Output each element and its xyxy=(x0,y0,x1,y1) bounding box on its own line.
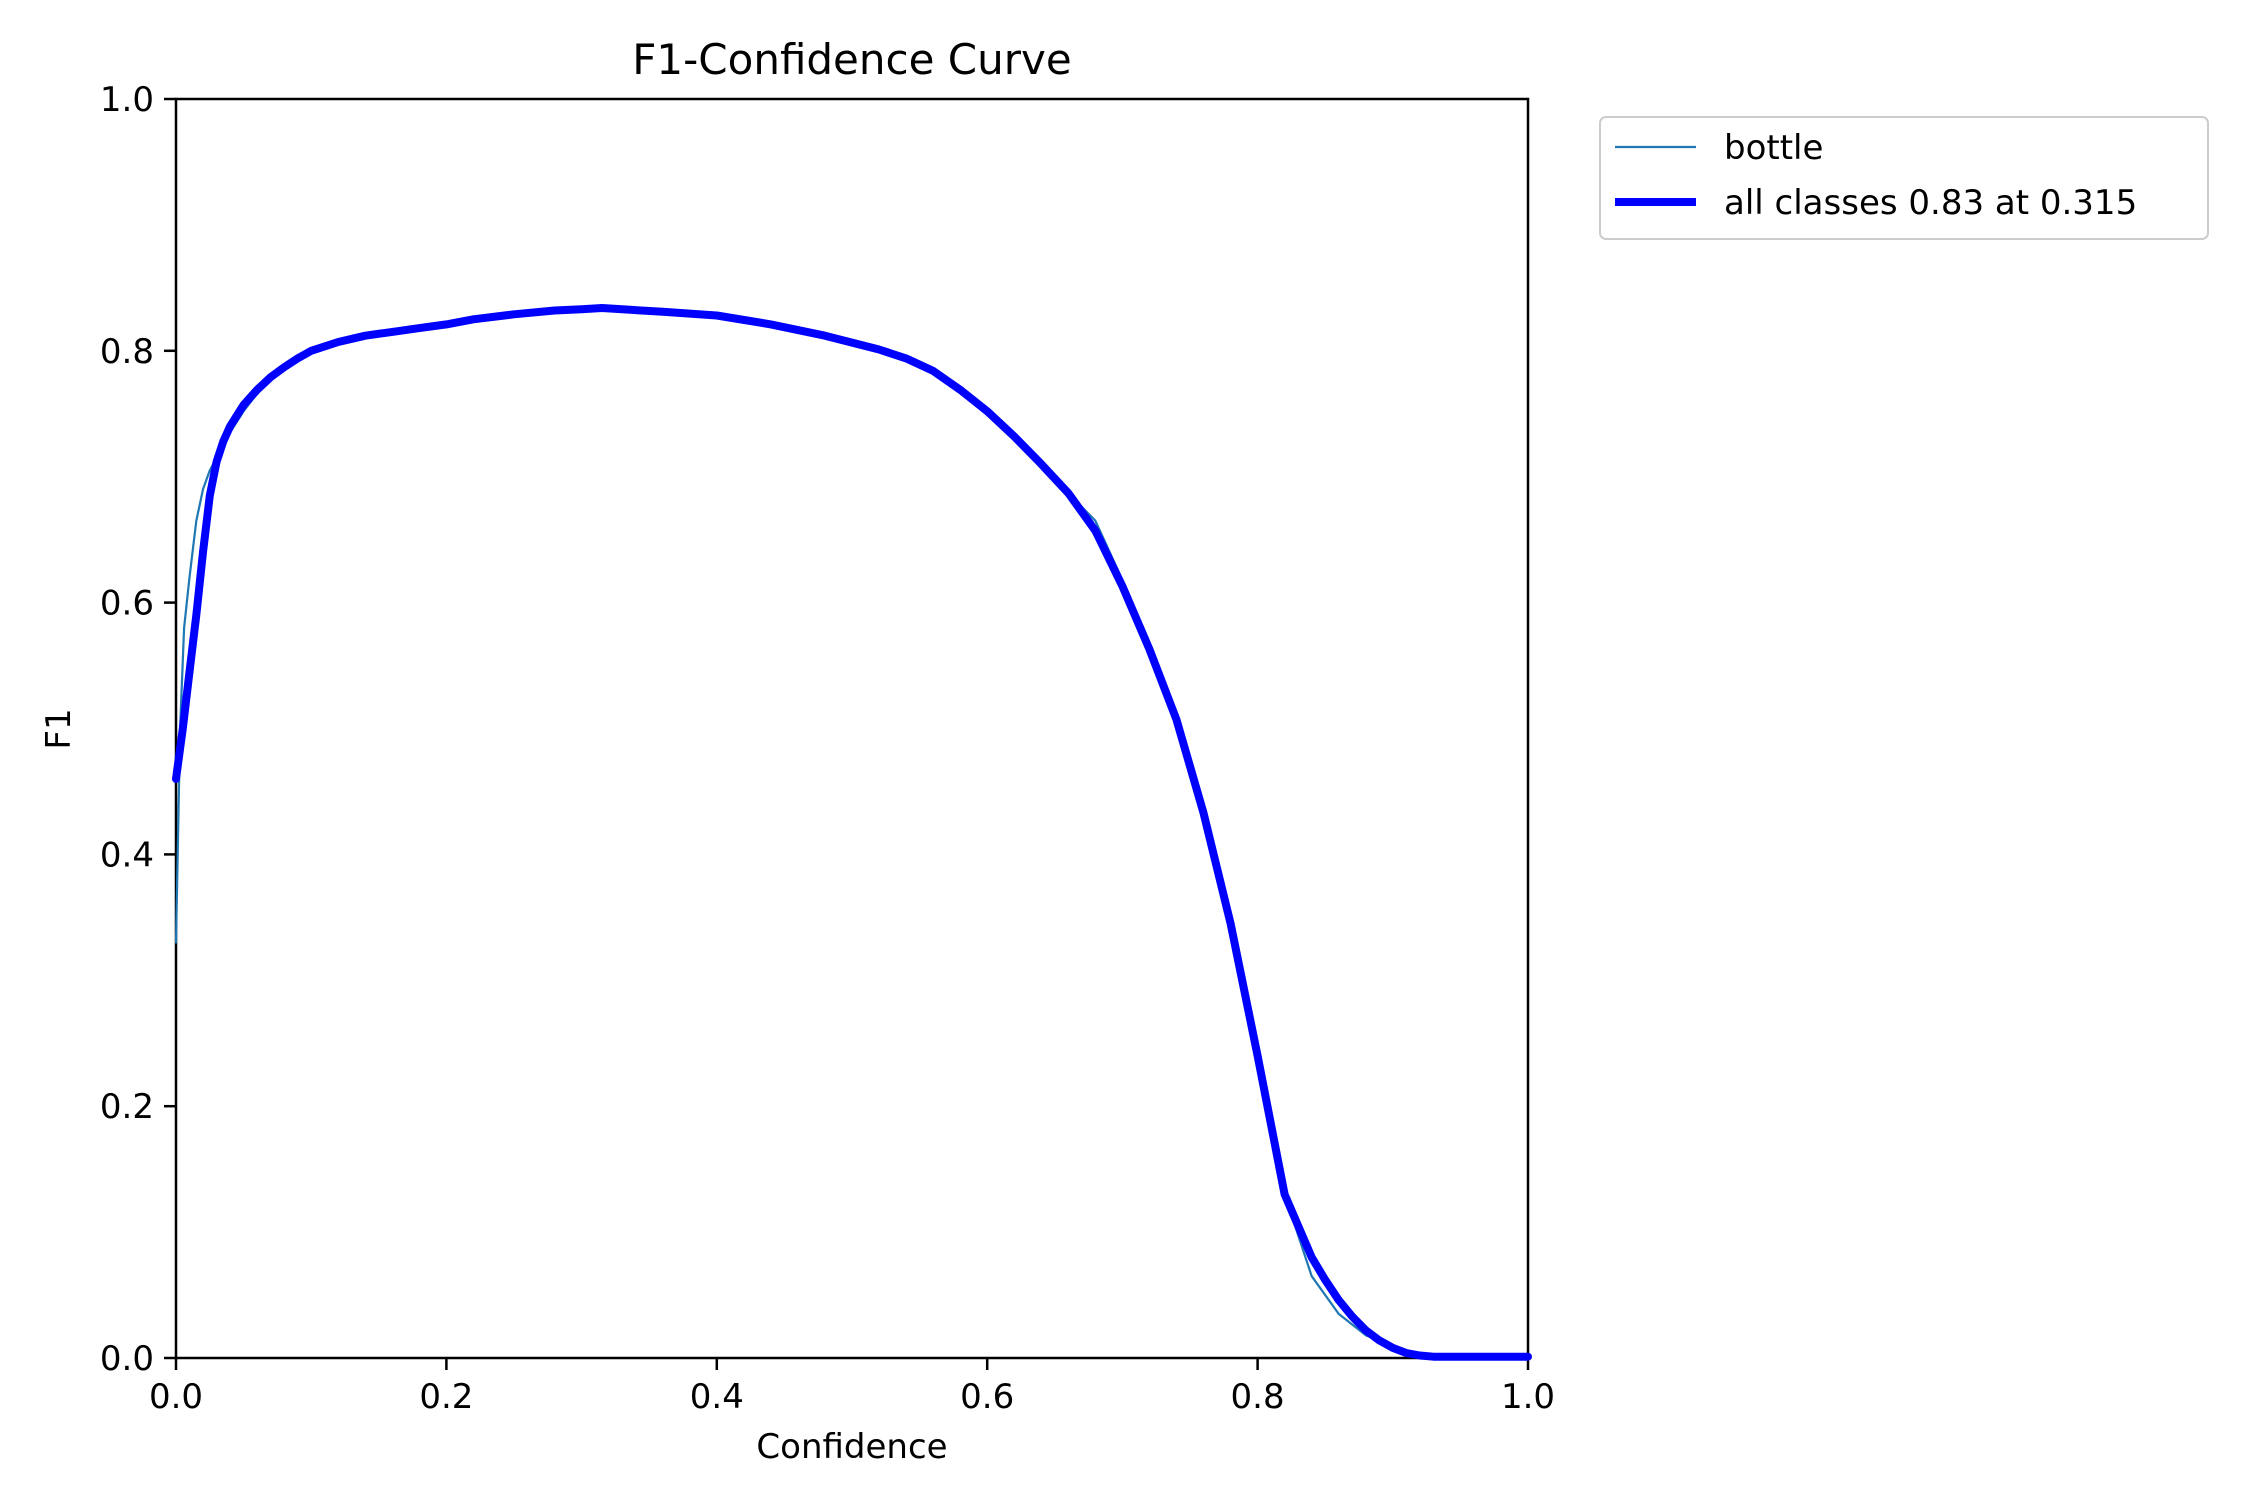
y-tick-label: 0.4 xyxy=(100,835,154,875)
series-line-all-classes xyxy=(172,304,1532,1361)
plot-area-frame xyxy=(174,97,1530,1360)
legend-label-all-classes: all classes 0.83 at 0.315 xyxy=(1724,183,2137,223)
x-tick-label: 0.2 xyxy=(419,1377,473,1417)
y-tick-label: 0.6 xyxy=(100,584,154,624)
y-axis-label: F1 xyxy=(39,708,79,749)
y-tick-label: 0.2 xyxy=(100,1087,154,1127)
legend-frame xyxy=(1599,116,2209,240)
chart-title: F1-Confidence Curve xyxy=(632,35,1071,84)
x-tick-label: 0.0 xyxy=(149,1377,203,1417)
y-axis-ticks: 0.0 0.2 0.4 0.6 0.8 1.0 xyxy=(100,80,176,1379)
x-axis-label: Confidence xyxy=(756,1427,947,1467)
y-tick-label: 1.0 xyxy=(100,80,154,120)
legend: bottle all classes 0.83 at 0.315 xyxy=(1599,116,2209,240)
x-tick-label: 0.4 xyxy=(690,1377,744,1417)
legend-label-bottle: bottle xyxy=(1724,128,1823,168)
series-lines xyxy=(172,304,1532,1361)
y-tick-label: 0.8 xyxy=(100,332,154,372)
x-tick-label: 0.6 xyxy=(960,1377,1014,1417)
x-tick-label: 0.8 xyxy=(1231,1377,1285,1417)
x-axis-ticks: 0.0 0.2 0.4 0.6 0.8 1.0 xyxy=(149,1358,1555,1417)
x-tick-label: 1.0 xyxy=(1501,1377,1555,1417)
y-tick-label: 0.0 xyxy=(100,1339,154,1379)
series-line-bottle xyxy=(174,306,1530,1358)
